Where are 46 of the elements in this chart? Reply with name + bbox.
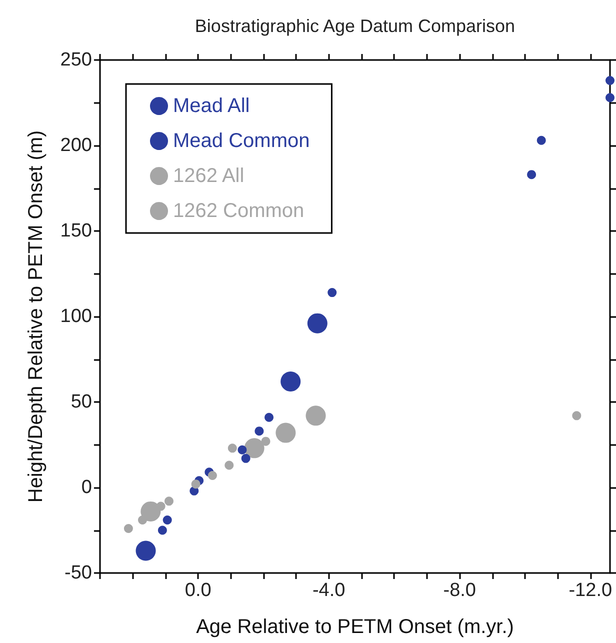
- point: [140, 501, 161, 522]
- point: [208, 471, 217, 480]
- point: [276, 422, 296, 443]
- point: [606, 93, 614, 102]
- point: [328, 288, 337, 298]
- x-tick-label: 0.0: [184, 580, 212, 601]
- x-tick-label: -12.0: [568, 580, 612, 601]
- point: [306, 406, 326, 426]
- point: [191, 480, 200, 489]
- point: [244, 438, 264, 458]
- point: [261, 436, 270, 446]
- point: [162, 515, 172, 524]
- y-axis-title: Height/Depth Relative to PETM Onset (m): [25, 130, 47, 503]
- y-tick-label: -50: [64, 562, 92, 584]
- point: [307, 313, 328, 334]
- y-tick-label: 100: [60, 306, 92, 327]
- point: [228, 444, 237, 453]
- legend-label: Mead All: [173, 95, 250, 117]
- legend-label: 1262 Common: [173, 200, 304, 222]
- y-tick-label: 0: [81, 477, 92, 498]
- point: [156, 502, 166, 511]
- point: [572, 411, 582, 420]
- point: [241, 454, 250, 463]
- x-tick-label: -4.0: [312, 580, 346, 601]
- point: [136, 540, 156, 561]
- point: [536, 136, 546, 145]
- y-tick-label: 150: [60, 220, 92, 242]
- point: [280, 371, 301, 392]
- point: [238, 445, 247, 454]
- x-tick-label: -8.0: [443, 580, 476, 601]
- y-tick-label: 200: [60, 135, 92, 156]
- point: [606, 76, 614, 86]
- chart-title: Biostratigraphic Age Datum Comparison: [194, 16, 516, 36]
- point: [158, 526, 167, 535]
- legend-label: 1262 All: [173, 165, 244, 187]
- y-tick-label: 250: [60, 50, 92, 70]
- point: [164, 496, 174, 506]
- x-axis-title: Age Relative to PETM Onset (m.yr.): [196, 616, 514, 638]
- legend-label: Mead Common: [173, 130, 310, 152]
- point: [224, 460, 234, 470]
- y-tick-label: 50: [70, 392, 92, 412]
- point: [254, 426, 264, 436]
- point: [124, 524, 133, 534]
- point: [527, 170, 536, 180]
- point: [138, 515, 147, 524]
- point: [264, 412, 274, 422]
